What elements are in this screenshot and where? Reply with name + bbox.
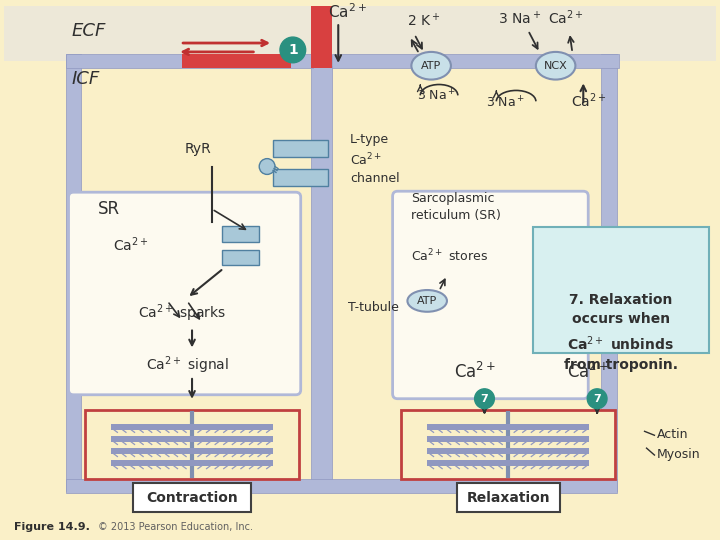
Bar: [428, 460, 589, 466]
FancyBboxPatch shape: [533, 227, 708, 353]
Text: 7. Relaxation
occurs when
Ca$^{2+}$ unbinds
from troponin.: 7. Relaxation occurs when Ca$^{2+}$ unbi…: [564, 293, 678, 373]
Text: L-type
Ca$^{2+}$
channel: L-type Ca$^{2+}$ channel: [350, 133, 400, 185]
Bar: [222, 226, 259, 241]
Bar: [310, 66, 333, 491]
FancyBboxPatch shape: [68, 192, 301, 395]
Circle shape: [588, 389, 607, 409]
Bar: [112, 424, 273, 430]
Ellipse shape: [411, 52, 451, 79]
Text: © 2013 Pearson Education, Inc.: © 2013 Pearson Education, Inc.: [98, 522, 253, 532]
Bar: [601, 54, 617, 491]
Ellipse shape: [536, 52, 575, 79]
Text: Actin: Actin: [657, 428, 688, 441]
Circle shape: [280, 37, 306, 63]
Bar: [428, 436, 589, 442]
Text: Myosin: Myosin: [657, 448, 700, 461]
Bar: [273, 170, 328, 186]
Text: ICF: ICF: [71, 70, 100, 87]
Bar: [182, 54, 291, 68]
Bar: [428, 448, 589, 454]
Ellipse shape: [408, 290, 447, 312]
Text: 3 Na$^+$: 3 Na$^+$: [487, 95, 526, 110]
Text: Ca$^{2+}$: Ca$^{2+}$: [567, 362, 610, 382]
FancyBboxPatch shape: [132, 483, 251, 512]
Text: Sarcoplasmic
reticulum (SR): Sarcoplasmic reticulum (SR): [411, 192, 501, 222]
Text: Figure 14.9.: Figure 14.9.: [14, 522, 90, 532]
FancyBboxPatch shape: [85, 409, 300, 479]
Bar: [112, 448, 273, 454]
Bar: [66, 54, 312, 68]
Text: 3 Na$^+$: 3 Na$^+$: [498, 10, 541, 27]
Text: Ca$^{2+}$: Ca$^{2+}$: [113, 236, 148, 254]
Text: 2 K$^+$: 2 K$^+$: [408, 12, 441, 29]
Text: Ca$^{2+}$: Ca$^{2+}$: [572, 92, 607, 110]
Text: ATP: ATP: [417, 296, 437, 306]
Text: RyR: RyR: [184, 141, 211, 156]
Text: Ca$^{2+}$ stores: Ca$^{2+}$ stores: [411, 248, 488, 265]
Text: Ca$^{2+}$: Ca$^{2+}$: [548, 9, 583, 27]
Text: 7: 7: [593, 394, 601, 404]
Text: ECF: ECF: [71, 22, 106, 40]
FancyBboxPatch shape: [392, 191, 588, 399]
Text: Ca$^{2+}$: Ca$^{2+}$: [454, 362, 496, 382]
Bar: [66, 479, 617, 492]
Circle shape: [259, 159, 275, 174]
Text: 3 Na$^+$: 3 Na$^+$: [418, 88, 456, 103]
Text: Ca$^{2+}$ sparks: Ca$^{2+}$ sparks: [138, 302, 225, 323]
Circle shape: [474, 389, 495, 409]
Text: Relaxation: Relaxation: [467, 490, 550, 504]
Bar: [112, 436, 273, 442]
Bar: [66, 54, 81, 491]
Text: 1: 1: [288, 43, 297, 57]
Bar: [333, 54, 619, 68]
Bar: [428, 424, 589, 430]
Text: 7: 7: [481, 394, 488, 404]
FancyBboxPatch shape: [456, 483, 559, 512]
Bar: [222, 249, 259, 265]
FancyBboxPatch shape: [401, 409, 616, 479]
Text: NCX: NCX: [544, 60, 567, 71]
Text: SR: SR: [98, 200, 120, 218]
Text: ATP: ATP: [421, 60, 441, 71]
Bar: [4, 6, 716, 61]
Bar: [310, 0, 333, 68]
Text: T-tubule: T-tubule: [348, 301, 399, 314]
Bar: [112, 460, 273, 466]
Text: Ca$^{2+}$: Ca$^{2+}$: [328, 3, 367, 21]
Text: Contraction: Contraction: [146, 490, 238, 504]
Bar: [273, 140, 328, 157]
Text: Ca$^{2+}$ signal: Ca$^{2+}$ signal: [145, 354, 228, 376]
